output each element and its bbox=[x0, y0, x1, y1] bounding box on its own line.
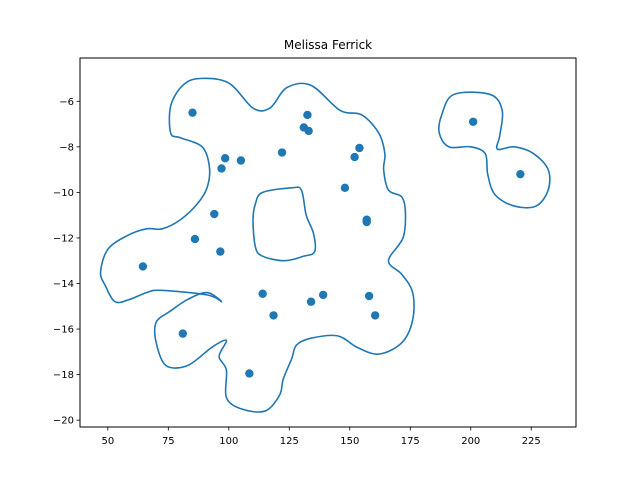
chart-title: Melissa Ferrick bbox=[284, 38, 372, 52]
y-tick-label: −8 bbox=[59, 142, 74, 153]
data-point bbox=[306, 297, 316, 306]
x-tick-label: 125 bbox=[280, 436, 299, 447]
plot-frame bbox=[79, 57, 577, 428]
data-point bbox=[318, 290, 328, 300]
data-point bbox=[303, 110, 312, 120]
y-axis: −20 −18 −16 −14 −12 −10 −8 −6 bbox=[53, 97, 80, 427]
contour-line bbox=[99, 77, 415, 413]
point-layer bbox=[138, 108, 525, 378]
data-point bbox=[245, 369, 254, 378]
data-point bbox=[304, 126, 313, 136]
data-point bbox=[350, 152, 359, 162]
data-point bbox=[364, 291, 374, 301]
data-point bbox=[277, 148, 287, 157]
data-point bbox=[190, 234, 200, 244]
data-point bbox=[362, 217, 371, 227]
data-point bbox=[355, 143, 364, 153]
y-tick-label: −16 bbox=[53, 325, 74, 336]
data-point bbox=[217, 164, 226, 173]
x-tick-label: 200 bbox=[461, 436, 480, 447]
y-tick-label: −12 bbox=[53, 233, 74, 244]
data-point bbox=[216, 247, 225, 256]
contour-layer bbox=[99, 77, 551, 413]
y-tick-label: −6 bbox=[59, 97, 74, 108]
contour-line bbox=[438, 91, 551, 209]
data-point bbox=[138, 262, 148, 271]
x-tick-label: 50 bbox=[101, 436, 114, 447]
contour-line bbox=[252, 186, 317, 262]
data-point bbox=[220, 154, 230, 163]
data-point bbox=[340, 183, 350, 193]
data-point bbox=[269, 311, 278, 320]
data-point bbox=[210, 209, 219, 219]
data-point bbox=[258, 289, 267, 298]
x-tick-label: 225 bbox=[522, 436, 541, 447]
data-point bbox=[178, 329, 188, 338]
data-point bbox=[188, 108, 197, 117]
y-tick-label: −18 bbox=[53, 370, 74, 381]
x-tick-label: 150 bbox=[340, 436, 359, 447]
x-tick-label: 75 bbox=[162, 436, 175, 447]
x-tick-label: 100 bbox=[219, 436, 238, 447]
y-tick-label: −10 bbox=[53, 188, 74, 199]
x-tick-label: 175 bbox=[401, 436, 420, 447]
data-point bbox=[370, 311, 380, 320]
x-axis: 50 75 100 125 150 175 200 225 bbox=[101, 427, 541, 447]
data-point bbox=[516, 169, 525, 179]
y-tick-label: −14 bbox=[53, 279, 74, 290]
data-point bbox=[236, 156, 246, 165]
data-point bbox=[468, 117, 478, 126]
y-tick-label: −20 bbox=[53, 416, 74, 427]
